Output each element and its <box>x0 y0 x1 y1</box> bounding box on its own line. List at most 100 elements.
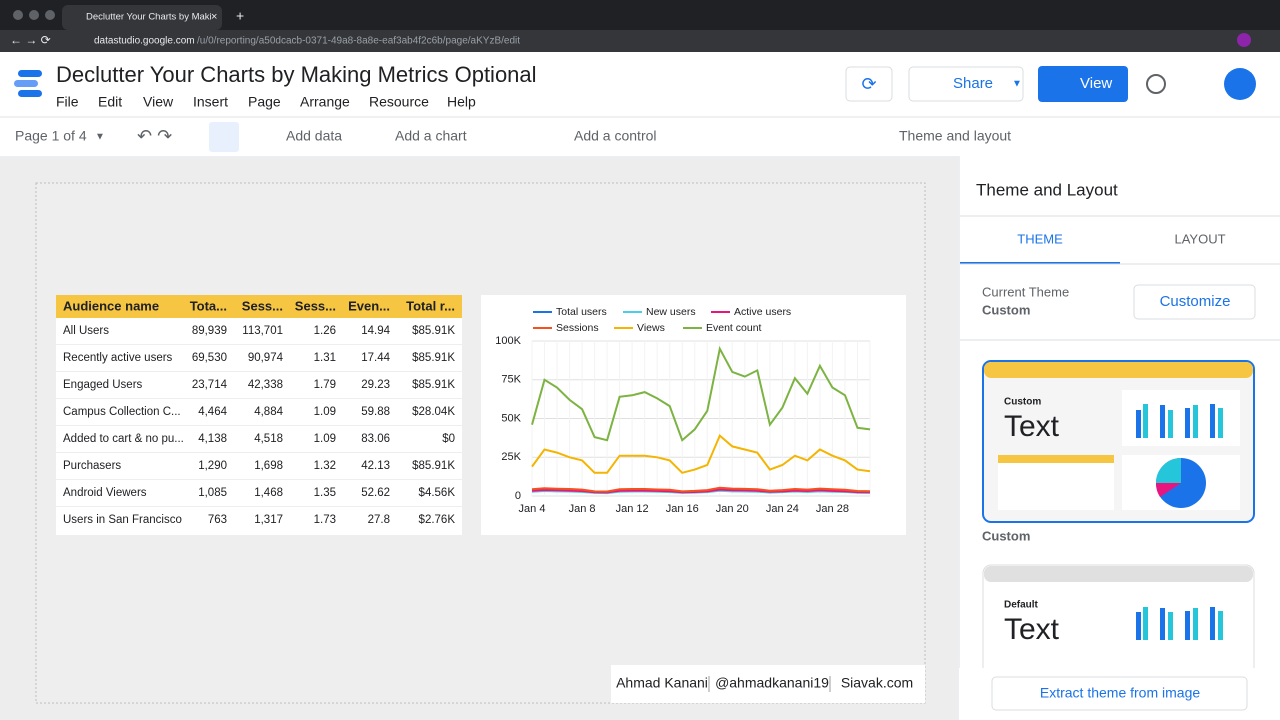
column-header[interactable]: Tota... <box>190 298 227 313</box>
tab-layout[interactable]: LAYOUT <box>1174 231 1225 246</box>
legend-label[interactable]: Total users <box>556 306 607 318</box>
theme-heading: Default <box>1004 600 1039 611</box>
cell: 4,518 <box>254 433 283 445</box>
menu-item[interactable]: Help <box>447 94 476 110</box>
new-tab[interactable]: + <box>236 8 244 24</box>
url-host[interactable]: datastudio.google.com <box>94 36 195 47</box>
cell: $4.56K <box>419 487 456 499</box>
credits <box>611 665 925 703</box>
report-title[interactable]: Declutter Your Charts by Making Metrics … <box>56 62 537 87</box>
column-header[interactable]: Audience name <box>63 298 159 313</box>
cell: 763 <box>208 514 227 526</box>
current-theme-label: Current Theme <box>982 284 1069 299</box>
column-header[interactable]: Total r... <box>406 298 455 313</box>
cell: 113,701 <box>242 325 283 337</box>
cell: 1.09 <box>314 406 336 418</box>
theme-heading: Custom <box>1004 397 1041 408</box>
page-selector[interactable]: Page 1 of 4 <box>15 128 87 144</box>
cell: All Users <box>63 325 109 337</box>
customize-label: Customize <box>1160 293 1231 310</box>
chart-card[interactable] <box>481 295 906 535</box>
help[interactable] <box>1146 74 1166 94</box>
current-theme-value: Custom <box>982 302 1030 317</box>
cell: 1.73 <box>314 514 336 526</box>
cell: 4,138 <box>198 433 227 445</box>
view-button[interactable] <box>1038 66 1128 102</box>
legend-label[interactable]: Event count <box>706 322 762 334</box>
column-header[interactable]: Sess... <box>242 298 283 313</box>
legend-label[interactable]: New users <box>646 306 696 318</box>
theme-layout-button[interactable]: Theme and layout <box>899 128 1011 144</box>
share-button[interactable] <box>908 66 1024 102</box>
svg-text:▼: ▼ <box>95 132 105 143</box>
cell: 1.26 <box>314 325 336 337</box>
credit: Siavak.com <box>841 675 913 691</box>
legend-label[interactable]: Sessions <box>556 322 599 334</box>
y-tick-label: 50K <box>501 412 521 424</box>
view-label: View <box>1080 75 1112 92</box>
cell: $85.91K <box>412 325 455 337</box>
menu-item[interactable]: Insert <box>193 94 228 110</box>
menu-item[interactable]: Resource <box>369 94 429 110</box>
tab-theme[interactable]: THEME <box>1017 231 1063 246</box>
tab[interactable] <box>62 5 222 30</box>
x-tick-label: Jan 8 <box>569 503 596 515</box>
tab-close[interactable]: × <box>211 11 217 23</box>
x-tick-label: Jan 4 <box>519 503 546 515</box>
cell: 17.44 <box>361 352 390 364</box>
add-chart[interactable]: Add a chart <box>395 128 467 144</box>
legend-label[interactable]: Active users <box>734 306 791 318</box>
customize-button[interactable] <box>1133 284 1256 320</box>
cell: 1,085 <box>198 487 227 499</box>
theme-sample: Text <box>1004 410 1060 443</box>
menu-item[interactable]: Edit <box>98 94 122 110</box>
column-header[interactable]: Even... <box>348 298 390 313</box>
series-line <box>531 488 871 494</box>
menu-item[interactable]: Arrange <box>300 94 350 110</box>
avatar[interactable] <box>1224 68 1256 100</box>
y-tick-label: 25K <box>501 451 521 463</box>
cell: 90,974 <box>248 352 284 364</box>
legend-label[interactable]: Views <box>637 322 665 334</box>
cell: 1.31 <box>314 352 336 364</box>
cell: $28.04K <box>412 406 455 418</box>
cell: 42.13 <box>361 460 390 472</box>
cell: 1,290 <box>198 460 227 472</box>
cell: 1.32 <box>314 460 336 472</box>
panel-title: Theme and Layout <box>976 180 1118 199</box>
series-line <box>531 345 871 442</box>
refresh-button[interactable] <box>845 66 893 102</box>
menu-item[interactable]: File <box>56 94 79 110</box>
y-tick-label: 75K <box>501 374 521 386</box>
cell: $85.91K <box>412 460 455 472</box>
credit: Ahmad Kanani <box>616 675 708 691</box>
cell: Purchasers <box>63 460 121 472</box>
menu-item[interactable]: View <box>143 94 174 110</box>
cell: Recently active users <box>63 352 173 364</box>
add-data[interactable]: Add data <box>286 128 342 144</box>
add-control[interactable]: Add a control <box>574 128 657 144</box>
url-path[interactable]: /u/0/reporting/a50dcacb-0371-49a8-8a8e-e… <box>197 36 520 47</box>
series-line <box>531 433 871 474</box>
column-header[interactable]: Sess... <box>295 298 336 313</box>
cell: 89,939 <box>192 325 227 337</box>
extract-button[interactable] <box>991 676 1248 711</box>
cell: 59.88 <box>361 406 390 418</box>
cell: 4,884 <box>254 406 283 418</box>
cell: 52.62 <box>361 487 390 499</box>
cell: 83.06 <box>361 433 390 445</box>
tab-title: Declutter Your Charts by Maki <box>86 12 212 23</box>
y-tick-label: 100K <box>495 335 521 347</box>
series-line <box>531 486 871 493</box>
select-tool[interactable] <box>209 122 239 152</box>
cell: 1.09 <box>314 433 336 445</box>
logo <box>14 70 42 97</box>
menu-item[interactable]: Page <box>248 94 281 110</box>
cell: $85.91K <box>412 352 455 364</box>
cell: 1.79 <box>314 379 336 391</box>
x-tick-label: Jan 20 <box>716 503 749 515</box>
credit: @ahmadkanani19 <box>715 675 829 691</box>
x-tick-label: Jan 12 <box>616 503 649 515</box>
